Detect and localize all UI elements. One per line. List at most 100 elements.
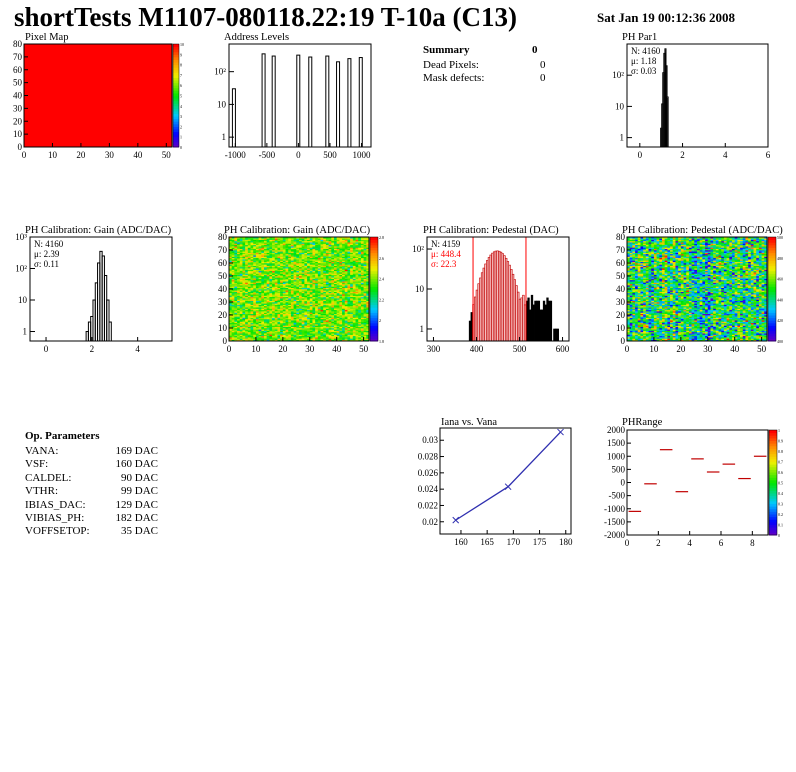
heatmap-cell [355,265,359,268]
heatmap-cell [280,298,284,300]
heatmap-cell [261,300,265,303]
heatmap-cell [234,322,238,325]
heatmap-cell [290,294,294,296]
heatmap-cell [274,251,278,253]
heatmap-cell [274,324,278,326]
heatmap-cell [277,239,281,242]
heatmap-cell [632,324,636,326]
heatmap-cell [342,324,346,326]
heatmap-cell [234,268,238,270]
heatmap-cell [293,316,297,318]
heatmap-cell [261,324,265,326]
heatmap-cell [352,289,356,291]
heatmap-cell [255,244,259,247]
heatmap-cell [307,317,311,320]
heatmap-cell [315,283,319,286]
heatmap-cell [315,285,319,287]
heatmap-cell [366,265,370,268]
heatmap-cell [250,334,254,337]
heatmap-cell [352,309,356,312]
heatmap-cell [266,304,270,307]
heatmap-cell [296,305,300,308]
heatmap-cell [272,247,276,249]
heatmap-cell [352,276,356,278]
heatmap-cell [245,239,249,242]
heatmap-cell [360,337,364,339]
heatmap-cell [347,316,351,318]
heatmap-cell [312,291,316,294]
heatmap-cell [304,292,308,295]
heatmap-cell [234,296,238,299]
heatmap-cell [344,312,348,314]
heatmap-cell [234,304,238,307]
heatmap-cell [643,322,647,325]
heatmap-cell [643,307,647,309]
heatmap-cell [339,278,343,281]
heatmap-cell [253,272,257,274]
heatmap-cell [250,299,254,301]
heatmap-cell [328,243,332,246]
heatmap-cell [632,244,636,247]
heatmap-cell [272,283,276,286]
heatmap-cell [331,308,335,311]
heatmap-cell [296,246,300,248]
heatmap-cell [339,255,343,257]
heatmap-cell [255,300,259,303]
heatmap-cell [250,244,254,247]
heatmap-cell [264,320,267,322]
heatmap-cell [266,308,270,311]
heatmap-cell [339,330,343,333]
heatmap-cell [352,256,356,259]
heatmap-cell [627,282,630,285]
heatmap-cell [247,317,251,320]
heatmap-cell [366,290,370,292]
heatmap-cell [242,339,246,342]
heatmap-cell [334,329,337,331]
heatmap-cell [643,324,647,326]
heatmap-cell [288,239,292,242]
heatmap-cell [272,331,276,334]
heatmap-cell [355,278,359,281]
heatmap-cell [344,272,348,274]
heatmap-cell [344,317,348,320]
heatmap-cell [253,282,257,285]
heatmap-cell [272,285,276,287]
palette-cell [370,312,378,316]
palette-tick-label: 1 [180,135,182,140]
heatmap-cell [355,337,359,339]
heatmap-cell [250,282,254,285]
heatmap-cell [325,279,329,282]
heatmap-cell [339,325,343,327]
heatmap-cell [266,238,270,240]
heatmap-cell [339,338,343,340]
heatmap-cell [352,307,356,309]
palette-cell [370,325,378,329]
heatmap-cell [247,329,251,331]
heatmap-cell [328,330,332,333]
palette-cell [173,74,179,78]
heatmap-cell [229,300,232,303]
heatmap-cell [301,329,305,331]
heatmap-cell [234,309,238,312]
heatmap-cell [328,302,332,304]
heatmap-cell [231,270,235,273]
heatmap-cell [231,328,235,330]
heatmap-cell [234,300,238,303]
heatmap-cell [234,312,238,314]
heatmap-cell [331,285,335,287]
heatmap-cell [355,291,359,294]
heatmap-cell [264,331,267,334]
heatmap-cell [253,257,257,260]
heatmap-cell [301,253,305,256]
heatmap-cell [317,265,321,268]
heatmap-cell [640,237,644,239]
heatmap-cell [627,303,630,305]
heatmap-cell [280,302,284,304]
heatmap-cell [296,320,300,322]
heatmap-cell [266,287,270,290]
heatmap-cell [280,311,284,313]
heatmap-cell [635,308,639,311]
heatmap-cell [328,279,332,282]
heatmap-cell [640,298,644,300]
heatmap-cell [637,261,641,264]
